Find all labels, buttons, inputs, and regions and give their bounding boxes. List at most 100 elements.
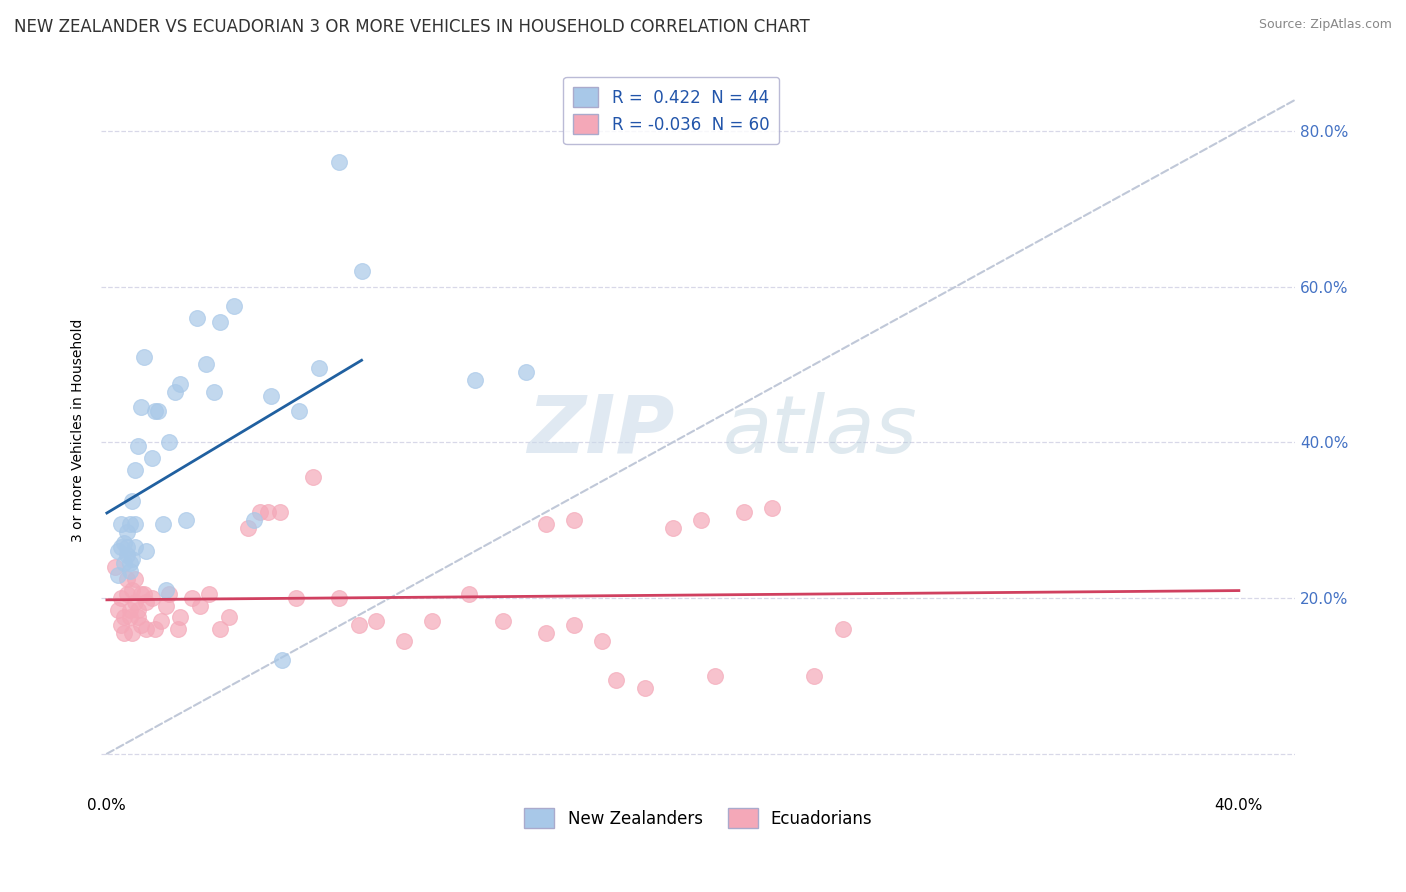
Point (121, 583, 143, 598)
Point (121, 552, 143, 566)
Point (562, 618, 585, 632)
Point (308, 361, 330, 376)
Point (112, 610, 135, 624)
Point (110, 618, 132, 632)
Point (194, 358, 217, 372)
Point (132, 350, 155, 364)
Point (110, 516, 132, 531)
Point (364, 615, 387, 629)
Point (141, 591, 163, 605)
Point (127, 602, 149, 616)
Point (188, 599, 211, 613)
Point (761, 501, 783, 516)
Point (633, 681, 655, 695)
Point (492, 615, 515, 629)
Point (135, 595, 157, 609)
Point (202, 384, 225, 399)
Point (124, 595, 146, 609)
Point (249, 505, 271, 519)
Point (350, 264, 373, 278)
Point (238, 521, 260, 535)
Point (803, 669, 825, 683)
Point (127, 439, 149, 453)
Point (121, 626, 143, 640)
Point (135, 622, 157, 636)
Point (115, 524, 138, 539)
Point (127, 610, 149, 624)
Point (271, 653, 294, 667)
Point (243, 513, 266, 527)
Point (157, 435, 180, 450)
Point (180, 591, 202, 605)
Point (831, 622, 853, 636)
Point (209, 622, 232, 636)
Point (260, 388, 283, 402)
Y-axis label: 3 or more Vehicles in Household: 3 or more Vehicles in Household (72, 319, 86, 542)
Point (115, 587, 138, 601)
Point (143, 404, 166, 418)
Point (605, 673, 627, 687)
Point (662, 521, 685, 535)
Point (118, 602, 141, 616)
Point (146, 404, 169, 418)
Point (209, 315, 232, 329)
Point (166, 622, 188, 636)
Point (124, 572, 146, 586)
Point (420, 615, 443, 629)
Point (129, 587, 152, 601)
Point (534, 626, 557, 640)
Point (118, 556, 141, 570)
Point (515, 365, 537, 379)
Point (269, 505, 291, 519)
Point (347, 618, 370, 632)
Point (107, 544, 129, 558)
Point (224, 299, 246, 313)
Point (107, 602, 129, 616)
Point (257, 505, 280, 519)
Point (135, 544, 157, 558)
Point (112, 536, 135, 550)
Point (110, 541, 132, 555)
Point (704, 669, 727, 683)
Text: Source: ZipAtlas.com: Source: ZipAtlas.com (1258, 18, 1392, 31)
Point (155, 599, 177, 613)
Point (112, 556, 135, 570)
Point (733, 505, 755, 519)
Point (115, 541, 138, 555)
Point (121, 493, 143, 508)
Point (155, 583, 177, 598)
Point (169, 376, 191, 391)
Point (149, 615, 172, 629)
Point (129, 618, 152, 632)
Point (328, 591, 350, 605)
Point (197, 587, 219, 601)
Point (115, 548, 138, 562)
Point (157, 587, 180, 601)
Point (302, 470, 325, 484)
Point (129, 401, 152, 415)
Point (464, 373, 486, 387)
Point (118, 610, 141, 624)
Point (118, 516, 141, 531)
Point (118, 564, 141, 578)
Point (690, 513, 713, 527)
Point (285, 591, 308, 605)
Point (218, 610, 240, 624)
Point (124, 462, 146, 476)
Point (112, 626, 135, 640)
Point (186, 310, 208, 325)
Text: ZIP: ZIP (527, 392, 675, 469)
Point (562, 513, 585, 527)
Point (169, 610, 191, 624)
Point (328, 155, 350, 169)
Point (141, 450, 163, 465)
Point (124, 516, 146, 531)
Point (288, 404, 311, 418)
Point (458, 587, 481, 601)
Text: atlas: atlas (723, 392, 917, 469)
Point (124, 541, 146, 555)
Point (143, 622, 166, 636)
Point (392, 633, 415, 648)
Point (152, 516, 174, 531)
Text: NEW ZEALANDER VS ECUADORIAN 3 OR MORE VEHICLES IN HOUSEHOLD CORRELATION CHART: NEW ZEALANDER VS ECUADORIAN 3 OR MORE VE… (14, 18, 810, 36)
